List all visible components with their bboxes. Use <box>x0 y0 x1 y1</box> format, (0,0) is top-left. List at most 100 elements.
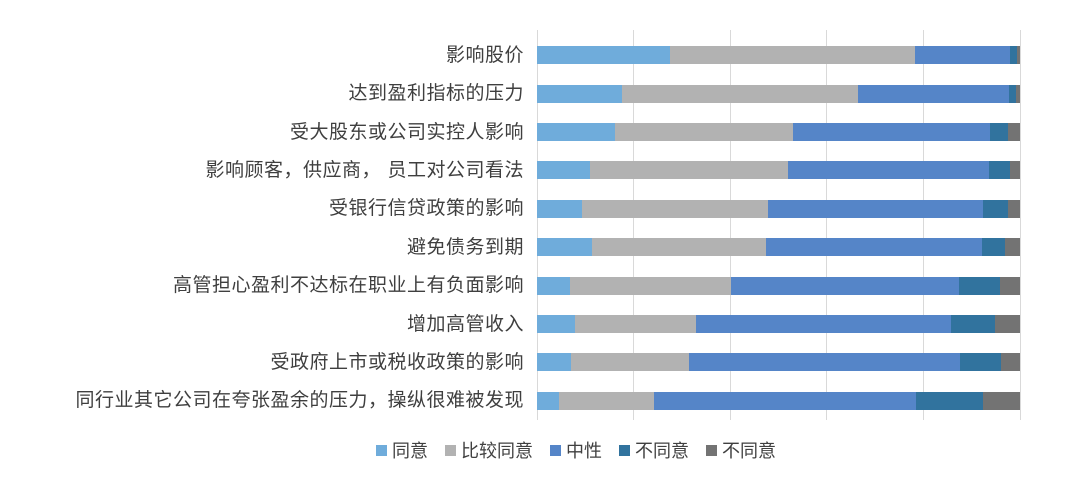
bar-track <box>537 353 1020 372</box>
gridline <box>1019 30 1021 420</box>
legend-label: 比较同意 <box>461 441 533 462</box>
legend-label: 不同意 <box>635 441 689 462</box>
bar-segment-disagree <box>1008 84 1017 103</box>
plot-area: 影响股价达到盈利指标的压力受大股东或公司实控人影响影响顾客，供应商， 员工对公司… <box>0 30 1021 420</box>
bar-segment-somewhat-agree <box>571 353 689 372</box>
category-label: 受政府上市或税收政策的影响 <box>270 350 524 373</box>
bar-segment-agree <box>537 123 615 142</box>
bar-segment-disagree-2 <box>1005 238 1020 257</box>
legend-swatch-icon <box>376 444 387 456</box>
legend-swatch-icon <box>550 444 561 456</box>
legend-label: 不同意 <box>722 441 776 462</box>
chart-rows: 影响股价达到盈利指标的压力受大股东或公司实控人影响影响顾客，供应商， 员工对公司… <box>0 36 1020 420</box>
category-label: 高管担心盈利不达标在职业上有负面影响 <box>172 274 524 297</box>
bar-segment-somewhat-agree <box>669 46 915 65</box>
bar-segment-disagree-2 <box>1016 46 1020 65</box>
bar-segment-agree <box>537 315 576 334</box>
bar-track <box>537 161 1020 180</box>
stacked-bar <box>537 161 1020 180</box>
category-label: 达到盈利指标的压力 <box>348 82 524 105</box>
stacked-bar <box>537 84 1020 103</box>
stacked-bar <box>537 353 1020 372</box>
bar-segment-disagree-2 <box>1010 161 1020 180</box>
bar-segment-somewhat-agree <box>621 84 859 103</box>
bar-segment-neutral <box>688 353 960 372</box>
bar-segment-disagree <box>959 353 1002 372</box>
stacked-bar <box>537 123 1020 142</box>
bar-segment-agree <box>537 238 593 257</box>
gridline <box>536 30 538 420</box>
bar-segment-agree <box>537 84 622 103</box>
gridline <box>633 30 635 420</box>
bar-track <box>537 315 1020 334</box>
legend: 同意 比较同意 中性 不同意 不同意 <box>72 437 1080 463</box>
bar-segment-disagree <box>982 199 1008 218</box>
bar-segment-disagree <box>915 391 983 410</box>
bar-segment-disagree <box>1009 46 1017 65</box>
category-label: 影响顾客，供应商， 员工对公司看法 <box>205 158 524 181</box>
bar-segment-disagree-2 <box>1016 84 1020 103</box>
bar-segment-neutral <box>766 238 983 257</box>
category-label: 受大股东或公司实控人影响 <box>289 120 524 143</box>
bar-segment-disagree-2 <box>982 391 1020 410</box>
gridline <box>729 30 731 420</box>
bar-segment-disagree-2 <box>1007 123 1020 142</box>
legend-item-neutral: 中性 <box>550 437 602 463</box>
category-label: 同行业其它公司在夸张盈余的压力，操纵很难被发现 <box>75 389 524 412</box>
bar-segment-somewhat-agree <box>575 315 697 334</box>
bar-segment-disagree <box>990 123 1008 142</box>
bar-segment-neutral <box>654 391 916 410</box>
bar-segment-disagree <box>951 315 995 334</box>
bar-segment-agree <box>537 276 571 295</box>
bar-segment-disagree <box>982 238 1006 257</box>
stacked-bar <box>537 46 1020 65</box>
bar-track <box>537 199 1020 218</box>
bar-segment-disagree <box>988 161 1011 180</box>
category-label: 受银行信贷政策的影响 <box>328 197 524 220</box>
bar-segment-neutral <box>914 46 1010 65</box>
bar-track <box>537 84 1020 103</box>
stacked-bar <box>537 238 1020 257</box>
bar-segment-neutral <box>788 161 989 180</box>
chart-row: 同行业其它公司在夸张盈余的压力，操纵很难被发现 <box>0 382 1020 420</box>
bar-track <box>537 391 1020 410</box>
stacked-bar <box>537 199 1020 218</box>
gridlines <box>536 30 1021 420</box>
legend-swatch-icon <box>706 444 717 456</box>
chart-row: 高管担心盈利不达标在职业上有负面影响 <box>0 266 1020 304</box>
bar-segment-agree <box>537 46 670 65</box>
legend-swatch-icon <box>445 444 456 456</box>
bar-segment-somewhat-agree <box>558 391 655 410</box>
chart-row: 影响股价 <box>0 36 1020 74</box>
bar-track <box>537 123 1020 142</box>
legend-item-agree: 同意 <box>376 437 428 463</box>
chart-row: 受银行信贷政策的影响 <box>0 190 1020 228</box>
gridline <box>826 30 828 420</box>
chart-row: 避免债务到期 <box>0 228 1020 266</box>
bar-segment-disagree-2 <box>1001 353 1020 372</box>
chart-row: 影响顾客，供应商， 员工对公司看法 <box>0 151 1020 189</box>
bar-track <box>537 276 1020 295</box>
legend-item-disagree: 不同意 <box>619 437 689 463</box>
bar-segment-neutral <box>767 199 983 218</box>
legend-item-somewhat-agree: 比较同意 <box>445 437 533 463</box>
category-label: 增加高管收入 <box>406 312 524 335</box>
bar-segment-disagree-2 <box>1000 276 1020 295</box>
chart-row: 达到盈利指标的压力 <box>0 74 1020 112</box>
stacked-bar <box>537 276 1020 295</box>
legend-item-disagree-2: 不同意 <box>706 437 776 463</box>
bar-segment-agree <box>537 199 582 218</box>
legend-label: 同意 <box>392 441 428 462</box>
bar-segment-somewhat-agree <box>589 161 789 180</box>
chart-row: 增加高管收入 <box>0 305 1020 343</box>
bar-track <box>537 238 1020 257</box>
bar-segment-somewhat-agree <box>592 238 767 257</box>
bar-segment-neutral <box>731 276 959 295</box>
bar-track <box>537 46 1020 65</box>
chart-row: 受大股东或公司实控人影响 <box>0 113 1020 151</box>
bar-segment-disagree-2 <box>994 315 1020 334</box>
legend-swatch-icon <box>619 444 630 456</box>
bar-segment-neutral <box>696 315 952 334</box>
chart-row: 受政府上市或税收政策的影响 <box>0 343 1020 381</box>
